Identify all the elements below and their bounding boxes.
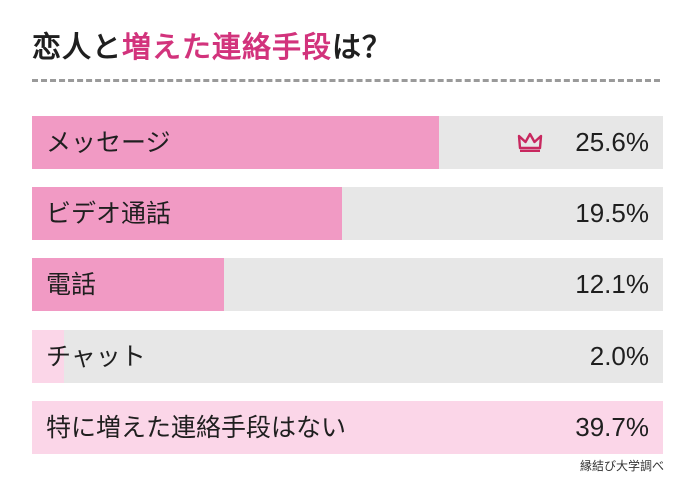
bar-category-label: 電話 [46,270,97,299]
bar-row: メッセージ 25.6% [32,116,663,169]
bar-row: ビデオ通話 19.5% [32,187,663,240]
source-note: 縁結び大学調べ [579,459,664,473]
title-highlight: 増えた連絡手段 [122,30,333,64]
bar-value-label: 19.5% [575,198,649,228]
bar-value-label: 25.6% [575,127,649,157]
bar-category-label: メッセージ [46,128,171,157]
bar [32,187,342,240]
chart-title: 恋人と増えた連絡手段は？ [32,24,392,66]
bar-category-label: 特に増えた連絡手段はない [46,413,347,442]
bar-value-label: 12.1% [575,269,649,299]
bar-value-label: 2.0% [589,341,649,371]
bar-category-label: チャット [46,342,146,371]
bar-category-label: ビデオ通話 [46,199,172,228]
bar [32,258,224,311]
title-suffix: は？ [332,30,393,64]
crown-icon [517,132,543,152]
bar [32,401,663,454]
bar-row: 電話 12.1% [32,258,663,311]
bar-row: チャット 2.0% [32,330,663,383]
bar-value-label: 39.7% [575,412,649,442]
bar-row: 特に増えた連絡手段はない 39.7% [32,401,663,454]
bar [32,116,439,169]
title-prefix: 恋人と [32,30,123,64]
bar [32,330,64,383]
title-divider [32,79,660,82]
